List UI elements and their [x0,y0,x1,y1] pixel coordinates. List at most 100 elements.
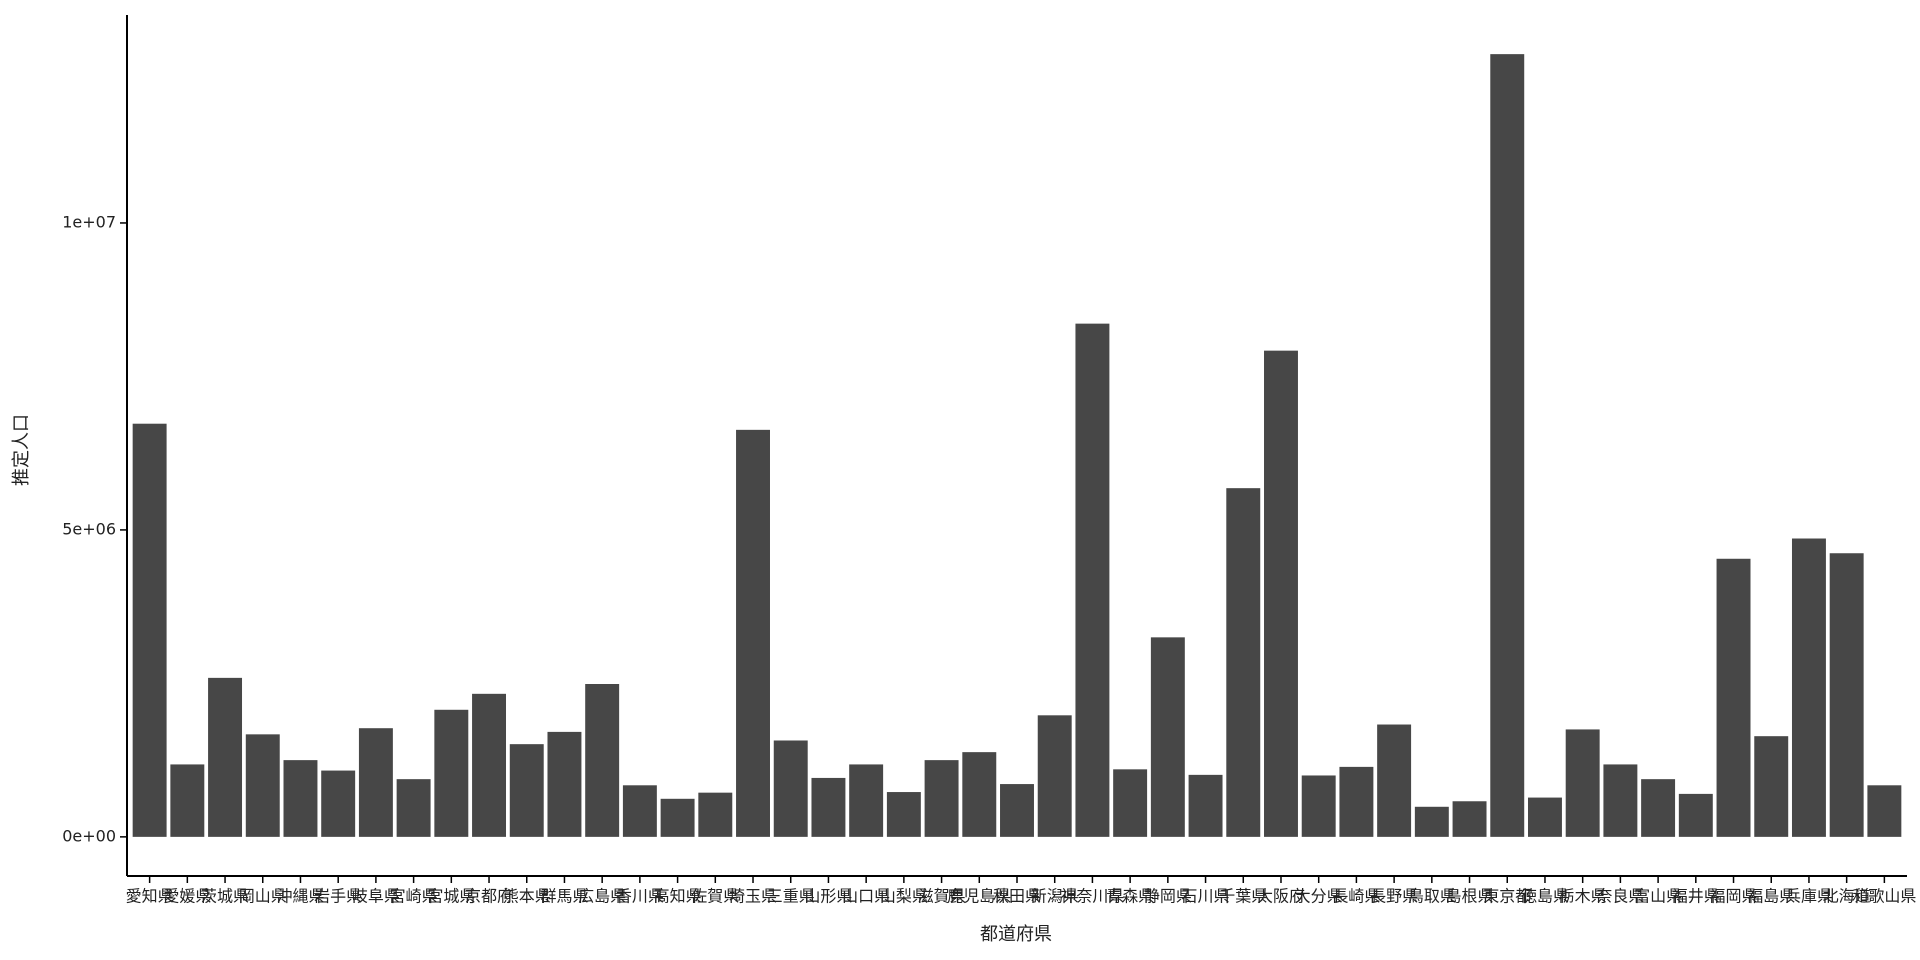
x-tick-label: 宮城県 [427,887,475,906]
x-tick-label: 神奈川県 [1060,887,1124,906]
bar [1037,715,1072,837]
x-tick-label: 山梨県 [880,887,928,906]
x-tick-label: 千葉県 [1219,887,1267,906]
x-tick-label: 長野県 [1370,887,1418,906]
x-tick-label: 高知県 [654,887,702,906]
x-tick-label: 沖縄県 [276,887,324,906]
bar [1754,736,1789,837]
bar [208,677,243,837]
bar [170,764,205,837]
x-tick-label: 福井県 [1672,887,1720,906]
bar [321,770,356,837]
bar [1339,766,1374,837]
x-tick-label: 石川県 [1182,887,1230,906]
bar [924,760,959,837]
bar [1414,806,1449,837]
bar [585,684,620,837]
bar [1641,779,1676,837]
bar [736,429,770,837]
bar [622,785,657,837]
bar [1000,784,1034,837]
y-tick-label: 1e+07 [62,212,116,231]
y-tick-label: 0e+00 [62,826,116,845]
bar [811,777,846,837]
x-tick-label: 岐阜県 [352,887,400,906]
x-tick-label: 茨城県 [201,887,249,906]
x-tick-label: 山口県 [842,887,890,906]
x-tick-label: 広島県 [578,887,626,906]
x-tick-label: 島根県 [1446,887,1494,906]
x-axis-title: 都道府県 [980,924,1052,945]
x-tick-label: 福島県 [1747,887,1795,906]
bar [1867,785,1902,837]
bar [1188,774,1223,837]
bar [1264,350,1298,837]
x-tick-label: 三重県 [767,887,815,906]
x-tick-label: 大分県 [1295,887,1343,906]
x-tick-label: 長崎県 [1332,887,1380,906]
x-tick-label: 鳥取県 [1408,887,1456,906]
bar [472,693,507,837]
bar [1490,54,1525,837]
bar [358,728,393,837]
bar [1226,488,1261,837]
x-tick-label: 岩手県 [314,887,362,906]
x-tick-label: 佐賀県 [691,887,739,906]
bar [698,792,733,837]
x-tick-label: 京都府 [465,887,513,906]
bar [1452,801,1487,837]
bar [509,744,544,837]
bar [1377,724,1412,837]
y-axis-title: 推定人口 [11,414,32,486]
x-tick-label: 和歌山県 [1852,887,1916,906]
bar [1829,553,1864,837]
x-tick-label: 鹿児島県 [947,887,1011,906]
x-tick-label: 愛媛県 [163,887,211,906]
bar [1716,558,1751,837]
y-tick-label: 5e+06 [62,519,116,538]
bar [1150,637,1185,837]
bar [434,709,469,837]
x-tick-label: 兵庫県 [1785,887,1833,906]
x-tick-label: 新潟県 [1031,887,1079,906]
x-tick-label: 滋賀県 [918,887,966,906]
x-tick-label: 香川県 [616,887,664,906]
bar [1565,729,1600,837]
x-tick-label: 東京都 [1483,887,1531,906]
bar [283,760,318,837]
x-tick-label: 埼玉県 [729,887,777,906]
bar [1301,775,1336,837]
bar [245,734,280,837]
bar [1075,323,1110,837]
x-tick-label: 富山県 [1634,887,1682,906]
x-tick-label: 群馬県 [540,887,588,906]
x-tick-label: 北海道 [1823,887,1871,906]
bar [1527,797,1562,837]
bar [849,764,884,837]
x-tick-label: 奈良県 [1596,887,1644,906]
x-tick-label: 大阪府 [1257,887,1305,906]
bar [1603,764,1638,837]
x-tick-label: 愛知県 [126,887,174,906]
x-tick-label: 熊本県 [503,887,551,906]
bar [396,779,431,837]
x-tick-label: 福岡県 [1710,887,1758,906]
bar [773,740,808,837]
bar [132,423,167,837]
x-tick-label: 秋田県 [993,887,1041,906]
x-tick-label: 山形県 [804,887,852,906]
x-tick-label: 岡山県 [239,887,287,906]
bar [660,798,695,837]
x-tick-label: 栃木県 [1559,887,1607,906]
x-tick-label: 青森県 [1106,887,1154,906]
bar [886,792,921,837]
bar [1678,793,1713,837]
x-tick-label: 宮崎県 [390,887,438,906]
bar [1791,538,1826,837]
x-tick-label: 静岡県 [1144,887,1192,906]
x-tick-label: 徳島県 [1521,887,1569,906]
bar [962,752,997,837]
bar [1113,769,1148,837]
bar [547,731,582,837]
